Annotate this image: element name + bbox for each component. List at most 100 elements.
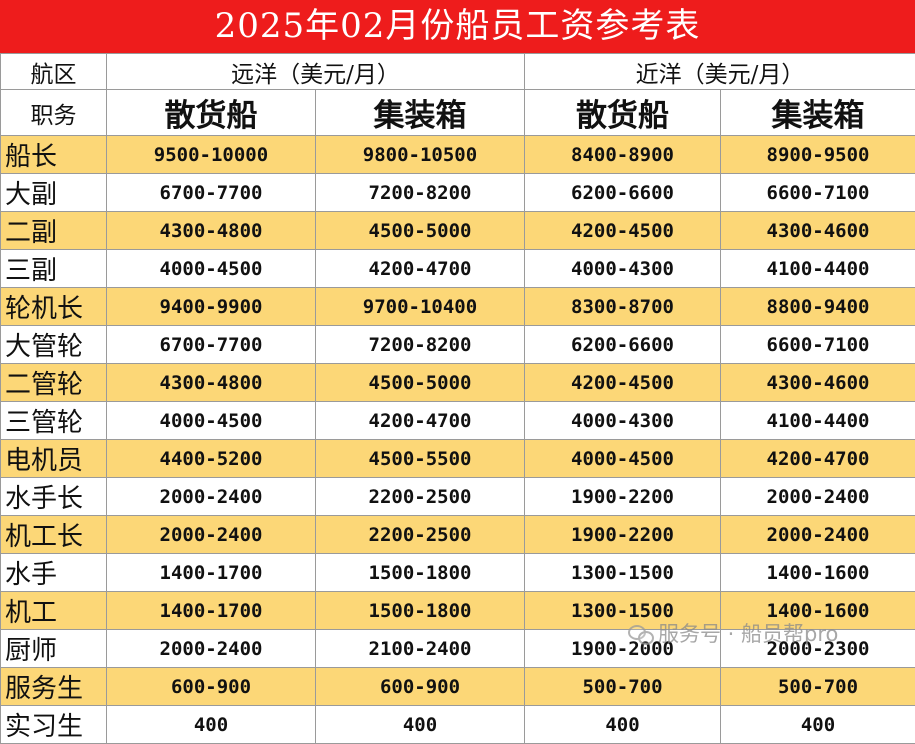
coastal-header: 近洋（美元/月）: [525, 54, 915, 90]
wage-cell: 4200-4500: [525, 364, 721, 402]
wage-cell: 4500-5000: [316, 364, 525, 402]
role-cell: 水手: [1, 554, 107, 592]
watermark: 服务号 · 船员帮pro: [628, 618, 838, 650]
header-row-ship: 职务 散货船 集装箱 散货船 集装箱: [1, 90, 915, 136]
wage-cell: 2000-2400: [721, 516, 915, 554]
wage-cell: 9800-10500: [316, 136, 525, 174]
wage-cell: 2000-2400: [721, 478, 915, 516]
wage-cell: 9500-10000: [107, 136, 316, 174]
wage-cell: 4200-4500: [525, 212, 721, 250]
role-cell: 二管轮: [1, 364, 107, 402]
wage-cell: 4300-4800: [107, 212, 316, 250]
role-cell: 三管轮: [1, 402, 107, 440]
wage-cell: 9700-10400: [316, 288, 525, 326]
wage-cell: 2100-2400: [316, 630, 525, 668]
coastal-bulk-header: 散货船: [525, 90, 721, 136]
role-cell: 电机员: [1, 440, 107, 478]
wage-cell: 4000-4500: [107, 250, 316, 288]
role-cell: 实习生: [1, 706, 107, 744]
wage-cell: 4200-4700: [316, 402, 525, 440]
wage-cell: 4400-5200: [107, 440, 316, 478]
wage-cell: 600-900: [316, 668, 525, 706]
role-cell: 水手长: [1, 478, 107, 516]
wage-cell: 2200-2500: [316, 478, 525, 516]
wage-cell: 4500-5000: [316, 212, 525, 250]
role-cell: 机工长: [1, 516, 107, 554]
wage-cell: 8800-9400: [721, 288, 915, 326]
role-cell: 机工: [1, 592, 107, 630]
ocean-bulk-header: 散货船: [107, 90, 316, 136]
wage-cell: 4300-4800: [107, 364, 316, 402]
role-cell: 三副: [1, 250, 107, 288]
wage-cell: 400: [107, 706, 316, 744]
wage-cell: 400: [316, 706, 525, 744]
wage-cell: 600-900: [107, 668, 316, 706]
wage-cell: 500-700: [721, 668, 915, 706]
wage-cell: 500-700: [525, 668, 721, 706]
wage-cell: 4300-4600: [721, 364, 915, 402]
wage-cell: 1900-2200: [525, 516, 721, 554]
wage-cell: 4500-5500: [316, 440, 525, 478]
role-cell: 轮机长: [1, 288, 107, 326]
wage-cell: 1400-1700: [107, 592, 316, 630]
role-cell: 厨师: [1, 630, 107, 668]
wage-cell: 1400-1600: [721, 554, 915, 592]
role-cell: 大管轮: [1, 326, 107, 364]
wage-cell: 7200-8200: [316, 174, 525, 212]
wage-cell: 4000-4300: [525, 402, 721, 440]
wage-cell: 2000-2400: [107, 630, 316, 668]
role-cell: 二副: [1, 212, 107, 250]
wage-cell: 1500-1800: [316, 554, 525, 592]
wage-cell: 2000-2400: [107, 516, 316, 554]
wage-cell: 1300-1500: [525, 554, 721, 592]
wage-cell: 400: [525, 706, 721, 744]
wage-cell: 8300-8700: [525, 288, 721, 326]
wage-cell: 6700-7700: [107, 174, 316, 212]
wage-cell: 4100-4400: [721, 250, 915, 288]
wage-cell: 4200-4700: [316, 250, 525, 288]
wage-cell: 4000-4500: [525, 440, 721, 478]
wage-cell: 6700-7700: [107, 326, 316, 364]
coastal-container-header: 集装箱: [721, 90, 915, 136]
wage-cell: 4000-4500: [107, 402, 316, 440]
wage-cell: 8900-9500: [721, 136, 915, 174]
role-label: 职务: [1, 90, 107, 136]
wage-cell: 4300-4600: [721, 212, 915, 250]
role-cell: 服务生: [1, 668, 107, 706]
wage-cell: 4100-4400: [721, 402, 915, 440]
wage-cell: 6600-7100: [721, 326, 915, 364]
wage-cell: 1500-1800: [316, 592, 525, 630]
wage-cell: 6200-6600: [525, 326, 721, 364]
wage-cell: 4000-4300: [525, 250, 721, 288]
page-title: 2025年02月份船员工资参考表: [0, 0, 915, 53]
wage-cell: 6200-6600: [525, 174, 721, 212]
role-cell: 大副: [1, 174, 107, 212]
ocean-container-header: 集装箱: [316, 90, 525, 136]
wage-cell: 1400-1700: [107, 554, 316, 592]
wage-cell: 8400-8900: [525, 136, 721, 174]
wage-cell: 2000-2400: [107, 478, 316, 516]
wage-cell: 4200-4700: [721, 440, 915, 478]
ocean-header: 远洋（美元/月）: [107, 54, 525, 90]
watermark-text: 服务号 · 船员帮pro: [658, 618, 838, 650]
wage-cell: 6600-7100: [721, 174, 915, 212]
wechat-icon: [628, 624, 654, 644]
header-row-route: 航区 远洋（美元/月） 近洋（美元/月）: [1, 54, 915, 90]
wage-cell: 7200-8200: [316, 326, 525, 364]
route-label: 航区: [1, 54, 107, 90]
wage-cell: 2200-2500: [316, 516, 525, 554]
